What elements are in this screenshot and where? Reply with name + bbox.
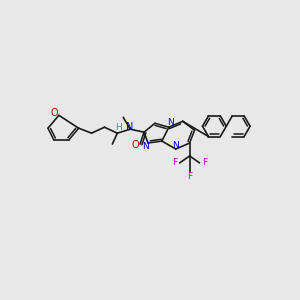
Text: H: H bbox=[115, 123, 122, 132]
Text: N: N bbox=[172, 140, 179, 149]
Text: N: N bbox=[142, 142, 148, 151]
Text: F: F bbox=[202, 158, 207, 167]
Text: F: F bbox=[172, 158, 177, 167]
Text: F: F bbox=[187, 172, 192, 181]
Text: N: N bbox=[167, 118, 174, 127]
Text: O: O bbox=[131, 140, 139, 150]
Text: O: O bbox=[50, 108, 58, 118]
Text: N: N bbox=[127, 122, 134, 132]
